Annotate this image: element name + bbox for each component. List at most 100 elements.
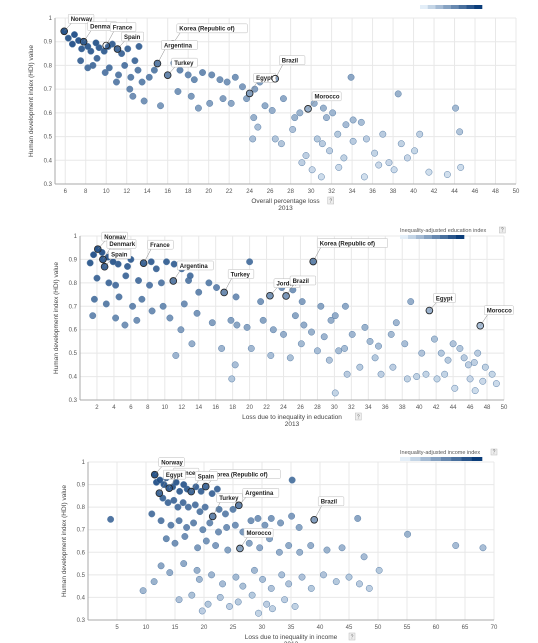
data-point[interactable]: [263, 600, 271, 608]
data-point[interactable]: [413, 373, 421, 381]
data-point[interactable]: [403, 154, 411, 162]
data-point[interactable]: [360, 173, 368, 181]
data-point[interactable]: [213, 485, 221, 493]
data-point[interactable]: [150, 66, 158, 74]
data-point[interactable]: [297, 340, 305, 348]
data-point[interactable]: [134, 66, 142, 74]
data-point[interactable]: [135, 277, 142, 284]
data-point[interactable]: [296, 109, 304, 117]
data-point[interactable]: [307, 584, 315, 592]
data-point[interactable]: [205, 279, 213, 287]
data-point[interactable]: [167, 521, 175, 529]
data-point[interactable]: [159, 302, 167, 310]
data-point[interactable]: [172, 352, 180, 359]
data-point[interactable]: [365, 584, 373, 592]
data-point[interactable]: [457, 163, 465, 171]
data-point[interactable]: [250, 114, 258, 122]
data-point[interactable]: [375, 566, 383, 574]
data-point[interactable]: [157, 517, 165, 525]
data-point[interactable]: [335, 347, 343, 355]
data-point[interactable]: [147, 258, 155, 266]
data-point[interactable]: [195, 288, 203, 296]
data-point[interactable]: [317, 302, 325, 310]
data-point[interactable]: [326, 147, 334, 155]
data-point[interactable]: [231, 521, 239, 529]
data-point[interactable]: [361, 323, 369, 331]
data-point[interactable]: [334, 130, 342, 138]
data-point[interactable]: [464, 361, 472, 369]
data-point[interactable]: [138, 78, 146, 86]
data-point[interactable]: [126, 85, 134, 93]
data-point[interactable]: [375, 161, 383, 169]
data-point[interactable]: [218, 345, 226, 352]
data-point[interactable]: [78, 45, 86, 53]
data-point[interactable]: [150, 578, 158, 586]
data-point[interactable]: [296, 548, 304, 556]
data-point[interactable]: [289, 126, 297, 133]
data-point[interactable]: [131, 57, 139, 65]
data-point[interactable]: [118, 50, 126, 58]
help-icon[interactable]: ?: [348, 632, 356, 641]
data-point[interactable]: [89, 61, 97, 69]
data-point[interactable]: [277, 140, 285, 148]
data-point[interactable]: [354, 514, 362, 522]
data-point[interactable]: [146, 281, 153, 289]
data-point[interactable]: [183, 524, 191, 531]
data-point[interactable]: [219, 95, 227, 103]
data-point[interactable]: [175, 596, 183, 604]
data-point[interactable]: [291, 114, 299, 122]
data-point[interactable]: [133, 316, 141, 324]
data-point[interactable]: [280, 330, 287, 338]
data-point[interactable]: [249, 135, 257, 143]
data-point[interactable]: [474, 349, 482, 357]
data-point[interactable]: [470, 359, 478, 366]
data-point[interactable]: [323, 114, 330, 122]
data-point[interactable]: [285, 542, 293, 549]
data-point[interactable]: [231, 73, 239, 81]
data-point[interactable]: [184, 503, 192, 511]
data-point[interactable]: [416, 130, 424, 138]
data-point[interactable]: [239, 582, 247, 590]
data-point[interactable]: [267, 352, 275, 359]
data-point[interactable]: [127, 73, 135, 81]
data-point[interactable]: [267, 584, 275, 592]
data-point[interactable]: [366, 337, 374, 345]
data-point[interactable]: [121, 321, 129, 329]
data-point[interactable]: [261, 102, 269, 110]
data-point[interactable]: [170, 260, 178, 268]
data-point[interactable]: [122, 272, 130, 280]
data-point[interactable]: [338, 544, 346, 552]
data-point[interactable]: [201, 503, 209, 511]
data-point[interactable]: [267, 514, 275, 522]
data-point[interactable]: [460, 354, 468, 362]
data-point[interactable]: [329, 109, 337, 117]
data-point[interactable]: [157, 562, 165, 570]
data-point[interactable]: [124, 263, 131, 270]
data-point[interactable]: [243, 323, 251, 331]
data-point[interactable]: [190, 519, 198, 527]
data-point[interactable]: [196, 508, 204, 516]
data-point[interactable]: [277, 519, 285, 527]
data-point[interactable]: [229, 505, 237, 513]
hdi-vs-overall-loss-chart[interactable]: 6 8 10 12 14 16 18 20 22 24 26 28 30 32 34 36 38 40 42 44 46…: [0, 0, 538, 210]
data-point[interactable]: [194, 104, 202, 112]
data-point[interactable]: [180, 300, 188, 308]
data-point[interactable]: [331, 389, 339, 397]
data-point[interactable]: [340, 154, 348, 162]
data-point[interactable]: [281, 596, 289, 604]
data-point[interactable]: [261, 521, 269, 529]
data-point[interactable]: [187, 92, 195, 100]
hdi-vs-income-loss-chart[interactable]: 5 10 15 20 25 30 35 40 45 50 55 60 65 70 0.3 0.4 0.5 0.6 0…: [0, 440, 538, 643]
data-point[interactable]: [295, 524, 303, 531]
data-point[interactable]: [193, 309, 201, 317]
data-point[interactable]: [138, 295, 146, 303]
data-point[interactable]: [232, 573, 240, 581]
data-point[interactable]: [255, 609, 262, 617]
data-point[interactable]: [298, 298, 306, 306]
data-point[interactable]: [452, 104, 460, 112]
data-point[interactable]: [308, 166, 316, 174]
data-point[interactable]: [456, 345, 464, 352]
data-point[interactable]: [204, 600, 212, 608]
data-point[interactable]: [174, 88, 182, 95]
data-point[interactable]: [115, 71, 122, 79]
